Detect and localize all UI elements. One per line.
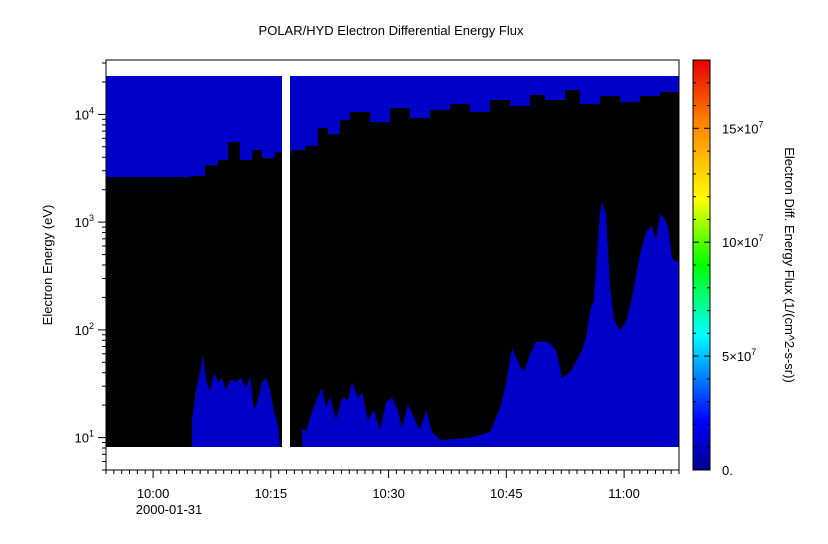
x-tick-label: 10:30: [372, 486, 405, 501]
colorbar-tick-label: 15×107: [722, 119, 764, 136]
colorbar-tick-label: 10×107: [722, 233, 764, 250]
low-energy-flux-right: [302, 202, 679, 447]
y-tick-label: 104: [75, 105, 94, 122]
colorbar-tick-label: 0.: [722, 463, 733, 478]
y-tick-label: 101: [75, 429, 94, 446]
x-axis: 10:00 10:15 10:30 10:45 11:00: [105, 470, 680, 501]
y-tick-label: 102: [75, 321, 94, 338]
plot-area: [106, 60, 679, 470]
colorbar: 0. 5×107 10×107 15×107 Electron Diff. Energ…: [692, 59, 797, 478]
high-energy-flux-right: [290, 76, 679, 153]
high-energy-flux-left: [106, 76, 282, 177]
x-tick-label: 10:15: [255, 486, 288, 501]
colorbar-ticks: 0. 5×107 10×107 15×107: [693, 59, 764, 478]
colorbar-label: Electron Diff. Energy Flux (1/(cm^2-s-sr…: [782, 147, 797, 383]
y-tick-label: 103: [75, 213, 94, 230]
data-gap: [282, 60, 290, 470]
x-tick-label: 10:00: [137, 486, 170, 501]
low-energy-flux-left: [192, 355, 280, 447]
x-date-label: 2000-01-31: [136, 502, 203, 517]
y-axis: 101 102 103 104: [75, 62, 106, 471]
x-tick-label: 10:45: [490, 486, 523, 501]
chart-title: POLAR/HYD Electron Differential Energy F…: [259, 23, 524, 38]
x-tick-label: 11:00: [608, 486, 640, 501]
colorbar-tick-label: 5×107: [722, 347, 756, 364]
y-axis-label: Electron Energy (eV): [40, 205, 55, 326]
